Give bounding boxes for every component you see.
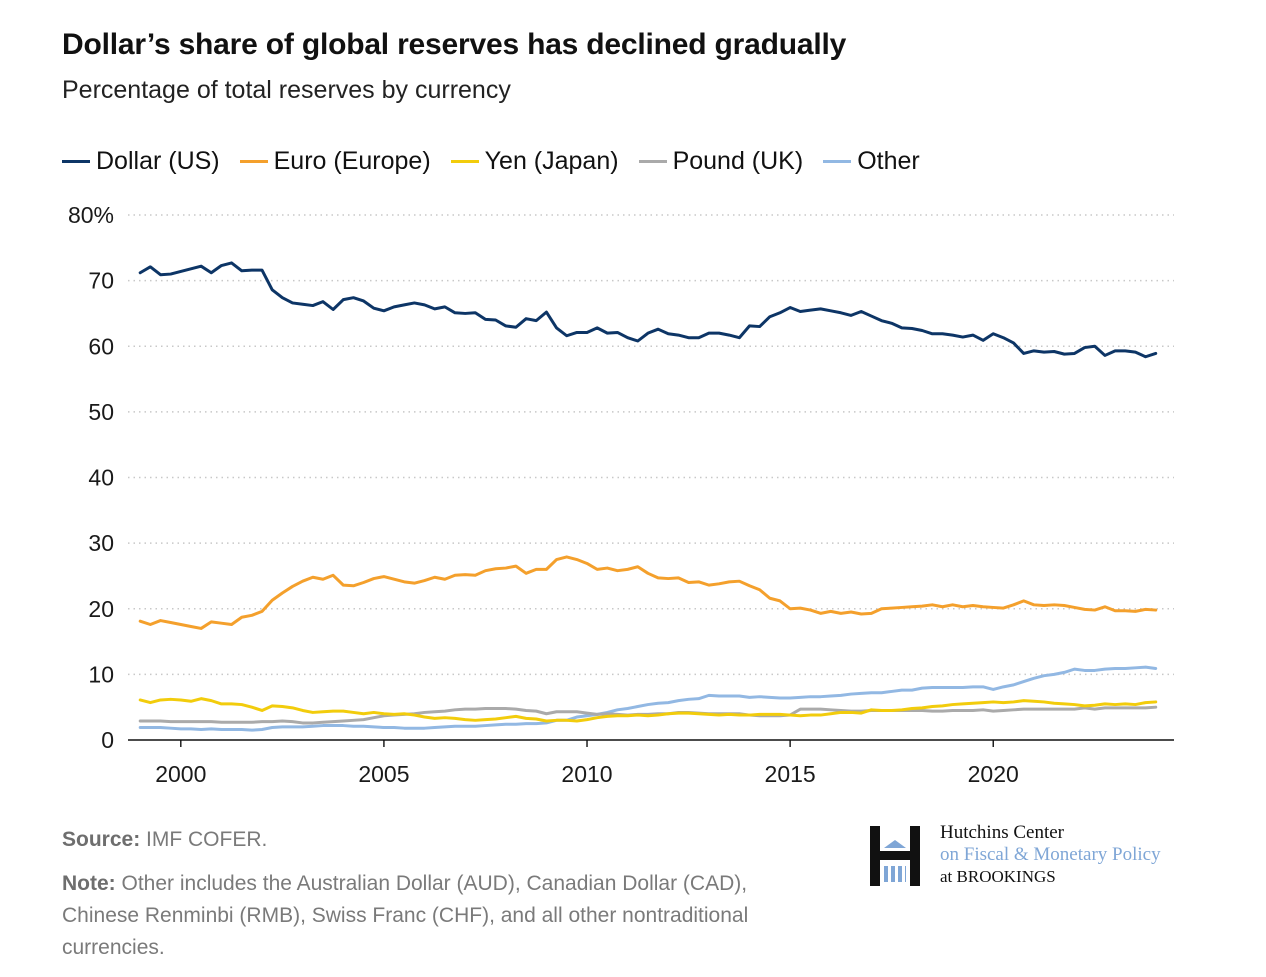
source-line: Source: IMF COFER.	[62, 828, 267, 852]
legend-swatch-dollar	[62, 160, 90, 163]
legend-label-euro: Euro (Europe)	[273, 147, 431, 175]
y-tick-label: 60	[88, 333, 114, 359]
note-text: Other includes the Australian Dollar (AU…	[62, 872, 749, 959]
logo-line-3: at BROOKINGS	[940, 867, 1056, 886]
logo-line-1: Hutchins Center	[940, 822, 1065, 843]
line-chart: 0 10 20 30 40 50 60 70 80% 2000 2005 2010 2015 2020	[68, 202, 1174, 787]
y-tick-label: 20	[88, 596, 114, 622]
brookings-logo: Hutchins Center on Fiscal & Monetary Pol…	[868, 822, 1208, 892]
legend: Dollar (US) Euro (Europe) Yen (Japan) Po…	[62, 147, 940, 176]
grid-layer	[128, 214, 1174, 676]
series-line-dollar	[138, 261, 1158, 359]
legend-item-dollar: Dollar (US)	[62, 147, 220, 176]
legend-label-dollar: Dollar (US)	[96, 147, 220, 175]
source-text: IMF COFER.	[140, 828, 268, 851]
legend-label-yen: Yen (Japan)	[484, 147, 619, 175]
source-label: Source:	[62, 828, 141, 851]
series-layer	[138, 261, 1158, 732]
y-tick-label: 70	[88, 268, 114, 294]
x-tick-label: 2005	[358, 761, 409, 787]
series-line-euro	[138, 555, 1158, 630]
legend-item-yen: Yen (Japan)	[450, 147, 619, 176]
y-tick-label: 50	[88, 399, 114, 425]
series-line-yen	[138, 697, 1158, 723]
logo-text: Hutchins Center on Fiscal & Monetary Pol…	[940, 822, 1161, 888]
chart-subtitle: Percentage of total reserves by currency	[62, 76, 511, 104]
chart-title: Dollar’s share of global reserves has de…	[62, 28, 847, 61]
y-tick-label: 40	[88, 465, 114, 491]
y-tick-label: 30	[88, 530, 114, 556]
logo-line-2: on Fiscal & Monetary Policy	[940, 844, 1161, 865]
note-label: Note:	[62, 872, 116, 895]
axis-layer: 0 10 20 30 40 50 60 70 80% 2000 2005 2010 2015 2020	[68, 202, 1174, 787]
hutchins-h-logo-icon	[870, 826, 920, 886]
legend-swatch-yen	[450, 160, 479, 163]
legend-swatch-pound	[638, 160, 667, 163]
y-tick-label: 80%	[68, 202, 114, 228]
legend-swatch-euro	[239, 160, 268, 163]
x-tick-label: 2000	[155, 761, 206, 787]
legend-item-other: Other	[823, 147, 920, 176]
legend-label-other: Other	[857, 147, 920, 175]
legend-item-euro: Euro (Europe)	[239, 147, 431, 176]
x-tick-label: 2020	[968, 761, 1019, 787]
x-tick-label: 2015	[765, 761, 816, 787]
legend-item-pound: Pound (UK)	[638, 147, 804, 176]
legend-label-pound: Pound (UK)	[672, 147, 804, 175]
x-tick-label: 2010	[561, 761, 612, 787]
note-block: Note: Other includes the Australian Doll…	[62, 868, 802, 964]
legend-swatch-other	[823, 160, 852, 163]
y-tick-label: 10	[88, 661, 114, 687]
y-tick-label: 0	[101, 727, 114, 753]
series-line-other	[138, 665, 1158, 732]
